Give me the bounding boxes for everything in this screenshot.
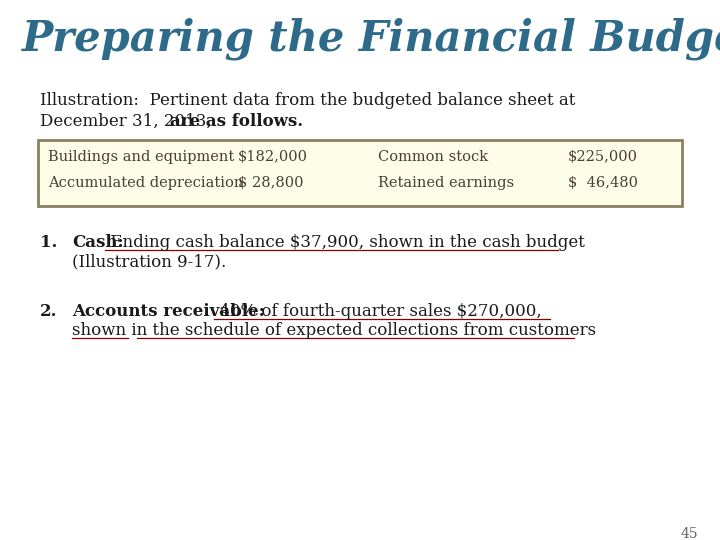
Text: 1.: 1. bbox=[40, 234, 58, 251]
Text: 40% of fourth-quarter sales $270,000,: 40% of fourth-quarter sales $270,000, bbox=[214, 303, 541, 320]
Text: 45: 45 bbox=[680, 527, 698, 540]
Text: Illustration:  Pertinent data from the budgeted balance sheet at: Illustration: Pertinent data from the bu… bbox=[40, 92, 575, 109]
Text: Accumulated depreciation: Accumulated depreciation bbox=[48, 176, 243, 190]
Text: $  46,480: $ 46,480 bbox=[568, 176, 638, 190]
Text: Buildings and equipment: Buildings and equipment bbox=[48, 150, 234, 164]
Text: Retained earnings: Retained earnings bbox=[378, 176, 514, 190]
FancyBboxPatch shape bbox=[38, 140, 682, 206]
Text: Accounts receivable:: Accounts receivable: bbox=[72, 303, 265, 320]
Text: $182,000: $182,000 bbox=[238, 150, 308, 164]
Text: are as follows.: are as follows. bbox=[170, 113, 303, 130]
Text: Ending cash balance $37,900, shown in the cash budget: Ending cash balance $37,900, shown in th… bbox=[105, 234, 585, 251]
Text: Preparing the Financial Budgets: Preparing the Financial Budgets bbox=[22, 18, 720, 60]
Text: (Illustration 9-17).: (Illustration 9-17). bbox=[72, 253, 226, 270]
Text: Common stock: Common stock bbox=[378, 150, 488, 164]
Text: 2.: 2. bbox=[40, 303, 58, 320]
Text: $ 28,800: $ 28,800 bbox=[238, 176, 304, 190]
Text: December 31, 2013,: December 31, 2013, bbox=[40, 113, 217, 130]
Text: shown in the schedule of expected collections from customers: shown in the schedule of expected collec… bbox=[72, 322, 596, 339]
Text: $225,000: $225,000 bbox=[568, 150, 638, 164]
Text: Cash:: Cash: bbox=[72, 234, 124, 251]
